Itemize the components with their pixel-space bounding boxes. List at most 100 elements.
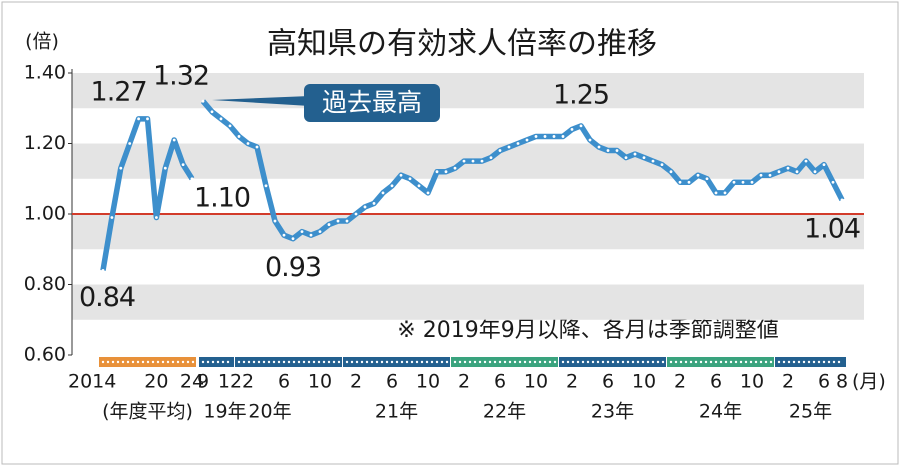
point: [696, 173, 700, 177]
band-dot: [327, 360, 331, 364]
point: [426, 191, 430, 195]
point: [137, 117, 141, 121]
band-dot: [616, 360, 620, 364]
y-unit: (倍): [25, 31, 59, 53]
year-label: 23年: [591, 401, 634, 423]
band-dot: [171, 360, 175, 364]
band-dot: [493, 360, 497, 364]
band-dot: [302, 360, 306, 364]
band-dot: [345, 360, 349, 364]
point: [110, 216, 114, 219]
x-tick-label: 2: [674, 371, 686, 393]
point: [759, 173, 763, 177]
band-dot: [591, 360, 595, 364]
band-dot: [181, 360, 185, 364]
band-dot: [312, 360, 316, 364]
band-dot: [307, 360, 311, 364]
band-dot: [669, 360, 673, 364]
band-dot: [121, 360, 125, 364]
band-dot: [458, 360, 462, 364]
band-dot: [420, 360, 424, 364]
band-dot: [322, 360, 326, 364]
band-dot: [571, 360, 575, 364]
value-label: 1.10: [194, 182, 250, 213]
point: [219, 117, 223, 121]
point: [714, 191, 718, 195]
band-dot: [211, 360, 215, 364]
band-dot: [332, 360, 336, 364]
band-dot: [161, 360, 165, 364]
band-dot: [201, 360, 205, 364]
year-label: 19年: [203, 401, 246, 423]
x-tick-label: 10: [632, 371, 656, 393]
band-dot: [548, 360, 552, 364]
band-dot: [267, 360, 271, 364]
point: [525, 138, 529, 142]
band-dot: [518, 360, 522, 364]
band-dot: [463, 360, 467, 364]
callout-box: [304, 84, 440, 122]
band-dot: [287, 360, 291, 364]
band-dot: [561, 360, 565, 364]
band-dot: [764, 360, 768, 364]
band-dot: [111, 360, 115, 364]
band-dot: [734, 360, 738, 364]
point: [172, 138, 176, 142]
band-dot: [807, 360, 811, 364]
band-dot: [787, 360, 791, 364]
band-dot: [749, 360, 753, 364]
point: [201, 99, 205, 103]
point: [318, 230, 322, 234]
point: [119, 166, 123, 170]
x-tick-label: 2: [566, 371, 578, 393]
band-dot: [754, 360, 758, 364]
band-dot: [425, 360, 429, 364]
band-dot: [553, 360, 557, 364]
band-dot: [116, 360, 120, 364]
band-dot: [674, 360, 678, 364]
point: [822, 163, 826, 167]
point: [588, 138, 592, 142]
point: [453, 166, 457, 170]
band-dot: [247, 360, 251, 364]
band-dot: [337, 360, 341, 364]
band-dot: [375, 360, 379, 364]
point: [624, 156, 628, 160]
point: [336, 219, 340, 223]
point: [363, 205, 367, 209]
band-dot: [513, 360, 517, 364]
point: [552, 135, 556, 138]
point: [228, 124, 232, 128]
x-tick-label: 10: [308, 371, 332, 393]
y-tick-label: 1.20: [24, 132, 66, 154]
point: [181, 163, 185, 167]
point: [489, 156, 493, 160]
year-label: (年度平均): [102, 401, 193, 423]
year-label: 24年: [699, 401, 742, 423]
band-dot: [282, 360, 286, 364]
band-dot: [156, 360, 160, 364]
band-dot: [709, 360, 713, 364]
x-tick-label: 2: [242, 371, 254, 393]
point: [417, 184, 421, 188]
band-dot: [216, 360, 220, 364]
band-dot: [621, 360, 625, 364]
point: [128, 142, 132, 145]
band-dot: [812, 360, 816, 364]
x-tick-label: 6: [818, 371, 830, 393]
band-dot: [488, 360, 492, 364]
point: [146, 117, 149, 121]
point: [786, 166, 790, 170]
point: [642, 156, 646, 160]
band-dot: [503, 360, 507, 364]
band-dot: [601, 360, 605, 364]
band-dot: [478, 360, 482, 364]
point: [561, 135, 565, 138]
band-dot: [679, 360, 683, 364]
point: [300, 230, 304, 234]
band-dot: [714, 360, 718, 364]
point: [255, 145, 259, 149]
point: [291, 237, 295, 241]
band-dot: [141, 360, 145, 364]
point: [669, 170, 673, 174]
